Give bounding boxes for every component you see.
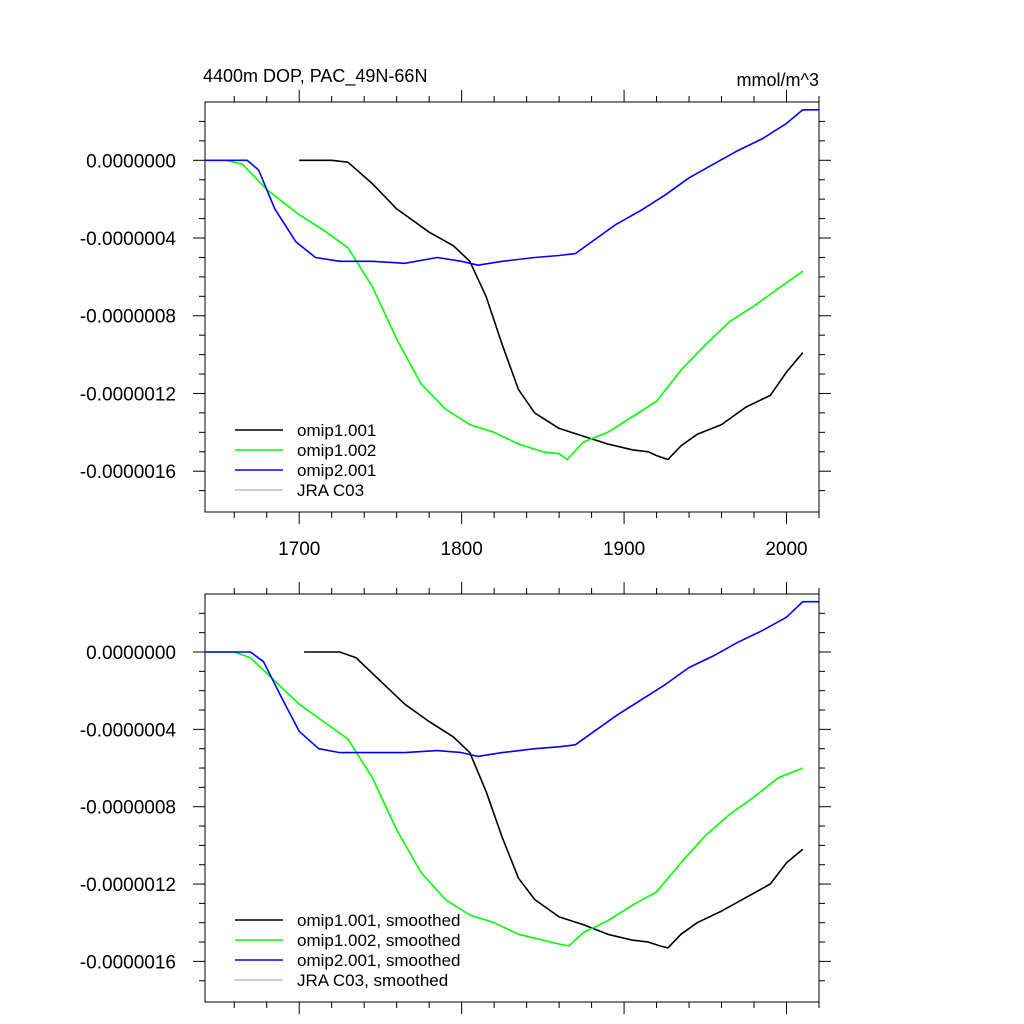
x-tick-label: 2000 [765, 539, 807, 560]
legend-label: omip2.001, smoothed [297, 951, 461, 970]
series-line-1 [299, 159, 804, 461]
legend-label: omip2.001 [297, 461, 376, 480]
plot-frame [204, 101, 820, 513]
units-label: mmol/m^3 [737, 70, 819, 90]
legend-label: omip1.001, smoothed [297, 911, 461, 930]
legend-label: JRA C03, smoothed [297, 971, 448, 990]
y-tick-label: -0.0000004 [80, 229, 177, 250]
y-tick-label: -0.0000016 [80, 952, 176, 973]
y-tick-label: -0.0000008 [80, 307, 176, 328]
series-line-2 [205, 651, 804, 947]
series-line-3 [205, 600, 819, 758]
legend-label: omip1.001 [297, 421, 376, 440]
legend-label: omip1.002, smoothed [297, 931, 461, 950]
x-tick-label: 1800 [441, 539, 483, 560]
x-tick-label: 1700 [278, 539, 320, 560]
legend-label: JRA C03 [297, 481, 364, 500]
y-tick-label: -0.0000004 [80, 720, 177, 741]
chart-title: 4400m DOP, PAC_49N-66N [203, 66, 427, 87]
series-line-1 [304, 651, 804, 949]
y-tick-label: -0.0000012 [80, 875, 176, 896]
legend-label: omip1.002 [297, 441, 376, 460]
y-tick-label: 0.0000000 [86, 151, 176, 172]
x-tick-label: 1900 [603, 539, 645, 560]
series-line-3 [205, 109, 819, 266]
y-tick-label: -0.0000012 [80, 384, 176, 405]
y-tick-label: -0.0000016 [80, 462, 176, 483]
y-tick-label: -0.0000008 [80, 798, 176, 819]
y-tick-label: 0.0000000 [86, 643, 176, 664]
plot-frame [204, 593, 820, 1003]
chart-panel-2: 0.0000000 -0.0000004 -0.0000008 -0.0000012 -… [80, 582, 831, 1014]
series-line-2 [205, 159, 804, 461]
chart-panel-1: 1700 1800 1900 2000 0.0000000 -0.0000004 -0.00… [80, 66, 831, 560]
